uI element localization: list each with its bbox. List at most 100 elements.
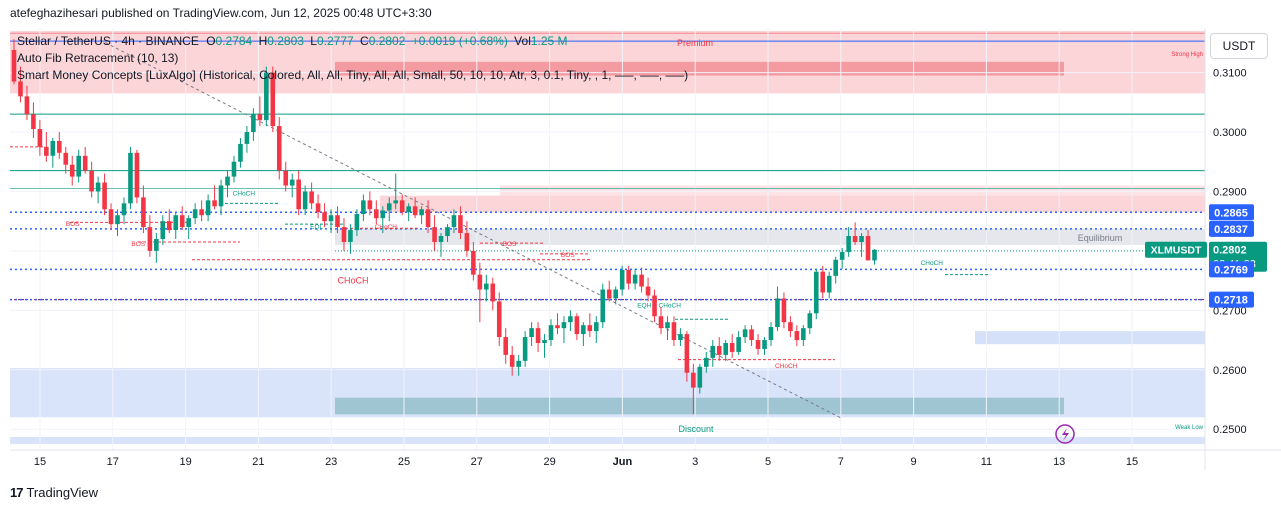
- legend-indicator-fib[interactable]: Auto Fib Retracement (10, 13): [17, 51, 179, 65]
- candle: [399, 194, 405, 216]
- candle: [522, 331, 528, 367]
- candle: [134, 149, 140, 204]
- last-price-badge: 0.2802: [1213, 245, 1247, 257]
- x-tick-label: 9: [911, 456, 917, 468]
- candle: [606, 280, 612, 302]
- candle-body: [315, 203, 321, 213]
- candle: [807, 310, 813, 335]
- candle-body: [50, 140, 56, 156]
- candle: [231, 155, 237, 183]
- candle-body: [471, 250, 476, 275]
- candle: [691, 363, 696, 415]
- candle-body: [658, 316, 664, 329]
- candle-body: [289, 179, 295, 186]
- structure-label: BOS: [66, 221, 80, 228]
- candle: [710, 340, 716, 367]
- candle: [244, 126, 250, 153]
- candle: [671, 316, 677, 346]
- candle: [95, 176, 101, 204]
- candle: [632, 268, 638, 290]
- legend-indicator-smc[interactable]: Smart Money Concepts [LuxAlgo] (Historic…: [17, 68, 689, 82]
- candle: [386, 197, 392, 222]
- candle-body: [44, 146, 49, 156]
- candle-body: [451, 215, 457, 228]
- candle: [44, 132, 49, 162]
- candle-body: [56, 140, 62, 153]
- zones-layer: [10, 30, 1205, 445]
- candle-body: [872, 249, 877, 261]
- candle: [115, 209, 120, 237]
- candle-body: [328, 215, 334, 222]
- x-tick-label: 19: [179, 456, 191, 468]
- order-block-bullish: [335, 397, 1064, 415]
- candle: [393, 173, 399, 210]
- candle-body: [82, 155, 88, 171]
- candle-body: [102, 182, 107, 210]
- legend-volume-value: 1.25 M: [530, 34, 568, 48]
- candle-body: [128, 152, 133, 204]
- legend-close-label: C: [360, 34, 369, 48]
- tradingview-logo: 17 TradingView: [10, 485, 98, 500]
- x-tick-label: 3: [692, 456, 698, 468]
- candle-body: [322, 212, 327, 222]
- candle-body: [108, 209, 114, 225]
- candle-body: [600, 289, 606, 323]
- candle: [315, 194, 321, 219]
- price-badge-bg: [1209, 204, 1254, 221]
- y-tick-label: 0.3100: [1213, 68, 1247, 80]
- candle: [147, 215, 153, 257]
- candle: [568, 310, 573, 332]
- candle-body: [820, 271, 826, 293]
- grid-layer: [10, 28, 1205, 450]
- candle-body: [270, 72, 276, 127]
- candle-body: [464, 233, 470, 251]
- candle-body: [542, 340, 547, 344]
- candle-body: [762, 340, 767, 349]
- currency-button[interactable]: USDT: [1210, 33, 1268, 59]
- candle: [852, 222, 858, 245]
- candle-body: [76, 155, 81, 177]
- candle: [820, 265, 826, 299]
- candle-body: [283, 170, 289, 186]
- candle: [270, 66, 276, 133]
- structure-label: CHoCH: [659, 302, 682, 309]
- candle: [225, 170, 230, 198]
- candle-body: [723, 343, 728, 355]
- candle: [613, 286, 619, 305]
- candle-body: [509, 354, 515, 367]
- x-tick-label: Jun: [613, 456, 633, 468]
- candle: [516, 354, 521, 376]
- candle-body: [218, 185, 224, 207]
- lightning-icon-ring: [1055, 424, 1075, 444]
- candle-body: [367, 200, 373, 210]
- structure-label: CHoCH: [338, 276, 369, 286]
- legend-low-value: 0.2777: [316, 34, 354, 48]
- candle: [555, 313, 560, 335]
- candle-body: [244, 132, 250, 144]
- candle: [639, 267, 644, 293]
- symbol-badge-bg: [1145, 241, 1207, 258]
- candle-body: [729, 343, 735, 352]
- candle: [361, 194, 366, 222]
- structure-label: CHoCH: [233, 191, 256, 198]
- candle-body: [432, 227, 437, 242]
- candle-body: [652, 295, 657, 317]
- candle-body: [574, 316, 580, 335]
- legend-high-label: H: [258, 34, 268, 48]
- candle-body: [742, 329, 748, 338]
- candle-body: [561, 322, 567, 329]
- candle-body: [154, 239, 159, 251]
- candle-body: [115, 215, 120, 225]
- candle-body: [645, 286, 651, 296]
- candle-body: [186, 218, 191, 228]
- candle: [548, 319, 554, 346]
- discount-bottom-band: [10, 436, 1205, 445]
- price-badge-bg: [1209, 261, 1254, 278]
- candle: [406, 203, 411, 222]
- time-axis: 15 17 19 21 23 25 27 29 Jun 3 5 7 9 11 13 15: [10, 449, 1281, 468]
- x-tick-label: 29: [543, 456, 555, 468]
- candle-body: [865, 236, 871, 261]
- candle-body: [736, 337, 741, 352]
- x-tick-label: 25: [398, 456, 410, 468]
